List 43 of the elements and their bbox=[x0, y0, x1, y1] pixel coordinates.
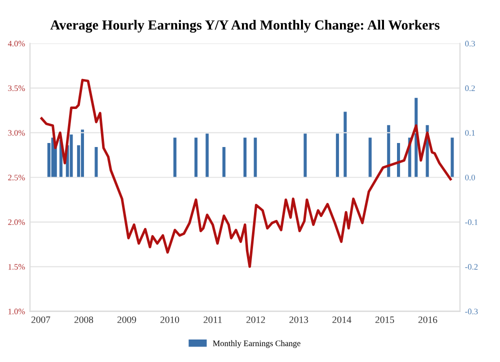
bar bbox=[254, 138, 257, 178]
bar bbox=[344, 112, 347, 178]
x-tick-label: 2014 bbox=[332, 316, 352, 324]
x-tick-label: 2012 bbox=[246, 316, 265, 324]
bar bbox=[173, 138, 176, 178]
bar bbox=[368, 138, 372, 178]
y-tick-label: 2.5% bbox=[8, 174, 25, 180]
bar bbox=[194, 138, 198, 178]
y-tick-label: 3.0% bbox=[8, 130, 25, 136]
y2-tick-label: 0.2 bbox=[465, 85, 475, 92]
y-tick-label: 4.0% bbox=[8, 40, 25, 46]
bar bbox=[396, 143, 400, 178]
x-tick-label: 2016 bbox=[418, 316, 438, 324]
legend-label: Monthly Earnings Change bbox=[212, 340, 300, 348]
bar bbox=[222, 147, 226, 178]
chart-title: Average Hourly Earnings Y/Y And Monthly Change: All Workers bbox=[50, 20, 440, 33]
x-tick-label: 2010 bbox=[160, 316, 180, 324]
bar bbox=[304, 134, 307, 178]
x-tick-label: 2007 bbox=[31, 316, 50, 324]
y-tick-label: 3.5% bbox=[8, 85, 25, 92]
line-series bbox=[40, 78, 452, 268]
x-tick-label: 2011 bbox=[204, 316, 222, 324]
y-tick-label: 2.0% bbox=[8, 219, 25, 226]
bar bbox=[80, 130, 84, 178]
y-tick-label: 1.5% bbox=[8, 264, 25, 270]
bar bbox=[243, 138, 247, 178]
x-tick-label: 2008 bbox=[74, 316, 94, 324]
y2-tick-label: 0.0 bbox=[465, 174, 475, 180]
y2-tick-label: -0.1 bbox=[465, 219, 478, 226]
x-tick-label: 2013 bbox=[289, 316, 308, 324]
y2-tick-label: 0.1 bbox=[465, 130, 475, 136]
bar bbox=[206, 134, 209, 178]
x-tick-label: 2015 bbox=[375, 316, 394, 324]
bar bbox=[94, 147, 98, 178]
x-tick-label: 2009 bbox=[117, 316, 136, 324]
y2-tick-label: -0.3 bbox=[465, 308, 478, 314]
y2-tick-label: 0.3 bbox=[465, 40, 475, 46]
y2-tick-label: -0.2 bbox=[465, 264, 478, 270]
bar bbox=[70, 134, 73, 178]
bar bbox=[336, 134, 339, 178]
bar bbox=[450, 138, 454, 178]
bar bbox=[387, 125, 390, 178]
y-tick-label: 1.0% bbox=[8, 308, 25, 314]
